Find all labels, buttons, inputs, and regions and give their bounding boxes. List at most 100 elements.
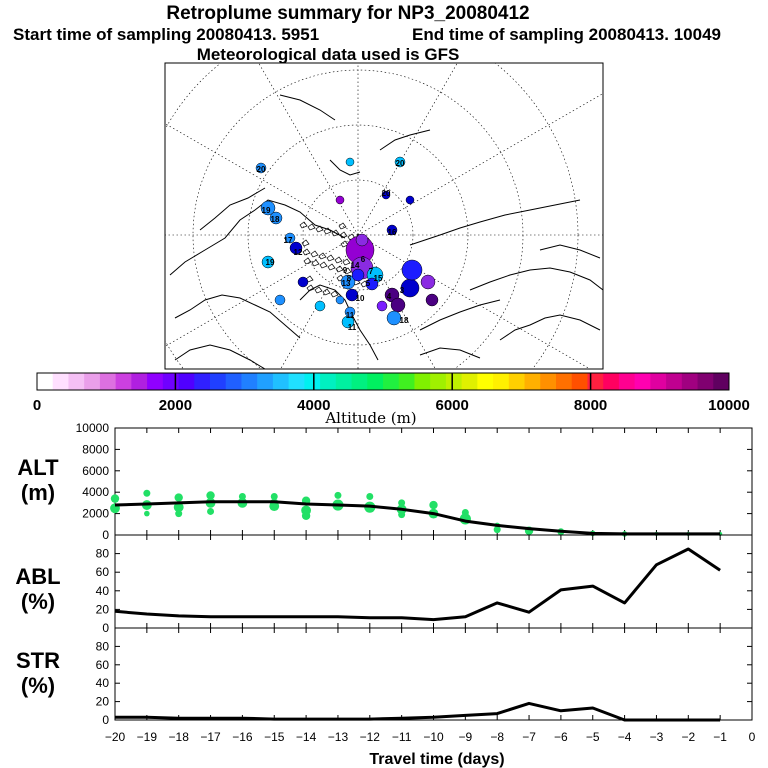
trajectory-cluster-marker — [284, 232, 296, 244]
trajectory-day-label: 13 — [342, 279, 351, 288]
x-tick-label: 0 — [749, 730, 756, 744]
trajectory-day-label: 16 — [388, 228, 397, 237]
coastline — [174, 294, 301, 339]
trajectory-day-label: 3 — [400, 286, 405, 295]
trajectory-day-label: 9 — [343, 266, 348, 275]
trajectory-cluster-marker — [345, 157, 355, 167]
altitude-sample-point — [334, 491, 342, 499]
trajectory-cluster-marker — [269, 211, 283, 225]
colorbar-swatch — [367, 373, 384, 390]
colorbar-tick-label: 6000 — [436, 397, 469, 414]
colorbar-swatch — [430, 373, 447, 390]
island-outline — [338, 222, 347, 230]
trajectory-day-label: 14 — [351, 261, 360, 270]
x-tick-label: −3 — [650, 730, 664, 744]
trajectory-day-label: 18 — [400, 316, 409, 325]
colorbar-swatch — [147, 373, 164, 390]
panel-frame — [114, 627, 753, 721]
colorbar-swatch — [681, 373, 699, 390]
alt-label-line1: ALT — [17, 455, 59, 480]
coastline — [419, 347, 481, 359]
colorbar-swatch — [556, 373, 573, 390]
y-tick-label: 2000 — [82, 507, 109, 521]
meridian-line — [357, 234, 591, 369]
y-tick-label: 20 — [96, 602, 110, 616]
x-tick-label: −6 — [554, 730, 568, 744]
x-tick-label: −14 — [296, 730, 317, 744]
altitude-sample-point — [238, 492, 246, 500]
y-tick-label: 8000 — [82, 442, 109, 456]
trajectory-day-label: 20 — [396, 159, 405, 168]
trajectory-day-label: 11 — [348, 323, 357, 332]
y-tick-label: 40 — [96, 676, 110, 690]
colorbar-swatch — [603, 373, 620, 390]
altitude-sample-point — [207, 507, 215, 515]
island-outline — [327, 263, 336, 271]
colorbar-swatch — [257, 373, 274, 390]
map-frame — [164, 62, 604, 370]
coastline — [379, 129, 431, 151]
trajectory-day-label: 19 — [262, 206, 271, 215]
colorbar-swatch — [52, 373, 69, 390]
trajectory-cluster-marker — [335, 295, 345, 305]
altitude-sample-point — [206, 491, 215, 500]
latitude-circle — [302, 179, 414, 291]
island-outline — [342, 258, 351, 266]
colorbar-tick-label: 4000 — [297, 397, 330, 414]
colorbar-swatch — [524, 373, 541, 390]
trajectory-cluster-marker — [390, 297, 406, 313]
island-outline — [310, 250, 319, 258]
series-line — [114, 500, 721, 536]
y-tick-label: 40 — [96, 584, 110, 598]
trajectory-cluster-marker — [314, 300, 326, 312]
colorbar-swatch — [477, 373, 494, 390]
panel-frame — [114, 534, 753, 629]
colorbar-swatch — [272, 373, 290, 390]
island-outline — [323, 227, 332, 235]
trajectory-cluster-marker — [386, 224, 398, 236]
y-tick-label: 10000 — [76, 421, 110, 435]
island-outline — [299, 221, 308, 229]
x-tick-label: −11 — [392, 730, 412, 744]
x-axis-label: Travel time (days) — [369, 751, 504, 768]
trajectory-cluster-marker — [297, 276, 309, 288]
trajectory-day-label: 20 — [382, 189, 391, 198]
trajectory-cluster-marker — [365, 277, 379, 291]
str-label-line1: STR — [16, 648, 60, 673]
trajectory-cluster-marker — [340, 274, 356, 290]
colorbar-swatch — [304, 373, 321, 390]
coastline — [409, 199, 581, 246]
colorbar-swatch — [84, 373, 101, 390]
trajectory-cluster-marker — [289, 241, 303, 255]
x-tick-label: −4 — [618, 730, 632, 744]
colorbar-swatch — [210, 373, 227, 390]
trajectory-day-label: 18 — [271, 215, 280, 224]
coastline — [329, 159, 361, 176]
trajectory-cluster-marker — [386, 310, 402, 326]
colorbar-tick-label: 10000 — [708, 397, 750, 414]
altitude-sample-point — [366, 492, 374, 500]
coastline — [174, 344, 266, 369]
colorbar-tick-label: 2000 — [159, 397, 192, 414]
trajectory-cluster-marker — [260, 200, 276, 216]
trajectory-day-label: 11 — [346, 311, 355, 320]
island-outline — [307, 223, 316, 231]
meridian-line — [165, 123, 359, 236]
figure-title: Retroplume summary for NP3_20080412 — [166, 3, 529, 24]
colorbar-swatch — [194, 373, 211, 390]
colorbar-swatch — [666, 373, 683, 390]
trajectory-day-label: 10 — [356, 294, 365, 303]
altitude-sample-point — [143, 489, 151, 497]
colorbar-swatch — [445, 373, 463, 390]
island-outline — [314, 286, 323, 294]
abl-label-line1: ABL — [15, 564, 60, 589]
colorbar-tick-label: 8000 — [574, 397, 607, 414]
y-tick-label: 60 — [96, 658, 110, 672]
coastline — [469, 267, 603, 291]
altitude-colorbar: 0 2000 4000 6000 8000 10000 — [33, 372, 750, 414]
x-tick-label: −17 — [200, 730, 221, 744]
colorbar-swatch — [351, 373, 368, 390]
island-outline — [343, 267, 352, 275]
x-tick-label: −8 — [490, 730, 504, 744]
